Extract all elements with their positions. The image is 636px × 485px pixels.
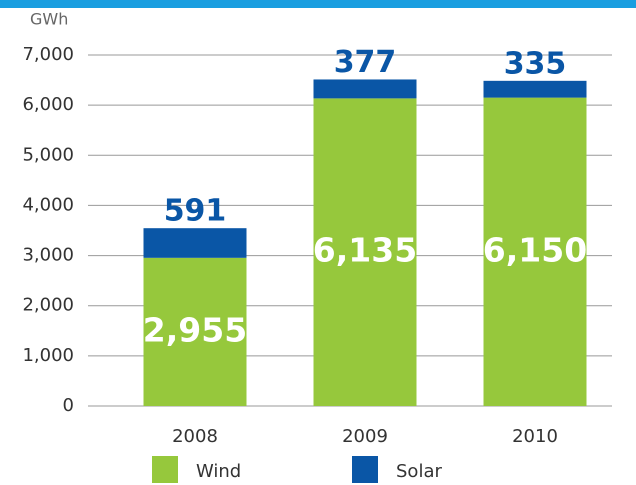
value-label: 2,955 [143,310,247,349]
x-tick-label: 2009 [342,426,388,447]
y-tick-label: 1,000 [22,345,74,366]
y-tick-label: 3,000 [22,245,74,266]
y-tick-label: 2,000 [22,295,74,316]
y-tick-label: 0 [63,395,74,416]
x-tick-label: 2010 [512,426,558,447]
bar-segment [483,97,587,406]
bar-segment [483,80,587,98]
y-tick-label: 6,000 [22,94,74,115]
bar-segment [313,98,417,407]
y-axis-label: GWh [30,10,68,29]
bar-segment [143,228,247,258]
y-tick-label: 5,000 [22,144,74,165]
y-tick-label: 4,000 [22,194,74,215]
top-band [0,0,636,8]
x-tick-label: 2008 [172,426,218,447]
y-tick-label: 7,000 [22,44,74,65]
value-label: 377 [334,45,397,80]
value-label: 335 [504,46,567,81]
legend-label: Solar [396,461,442,482]
legend-swatch [152,456,178,483]
value-label: 6,150 [483,230,587,269]
bar-segment [143,257,247,406]
value-label: 591 [164,194,227,229]
legend-swatch [352,456,378,483]
bar-segment [313,79,417,99]
value-label: 6,135 [313,231,417,270]
legend-label: Wind [196,461,241,482]
